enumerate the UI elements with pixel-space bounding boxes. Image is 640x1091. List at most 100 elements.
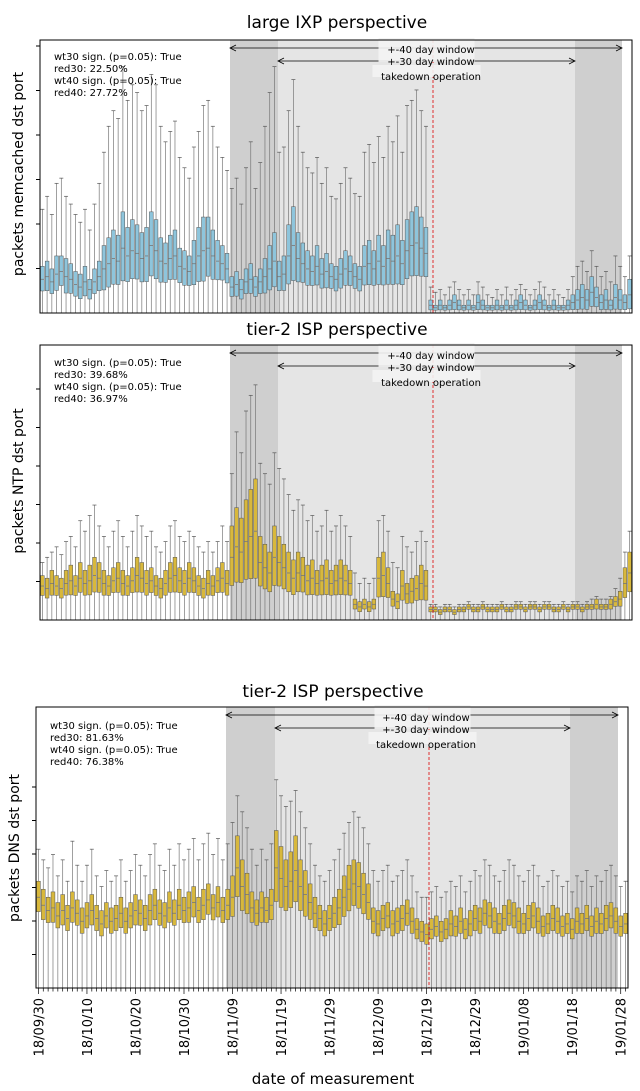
box-series: [36, 779, 628, 988]
box: [97, 260, 102, 291]
box: [92, 268, 97, 294]
box: [36, 880, 41, 912]
box: [434, 915, 439, 937]
box: [152, 888, 158, 920]
box: [149, 567, 154, 593]
box: [584, 904, 589, 931]
box: [310, 559, 315, 595]
box: [409, 577, 414, 604]
window-label-30: +-30 day window: [387, 57, 474, 68]
window-label-bg: [378, 355, 475, 367]
box: [589, 276, 594, 307]
box: [300, 557, 305, 593]
box: [305, 564, 310, 596]
box: [40, 575, 45, 596]
box: [125, 227, 130, 282]
box: [293, 835, 298, 903]
box: [224, 570, 230, 596]
box: [278, 846, 284, 908]
box: [196, 575, 201, 596]
box: [283, 859, 289, 911]
window-label-bg: [378, 343, 475, 355]
stat-line: red40: 76.38%: [50, 757, 124, 768]
window-label-40: +-40 day window: [382, 713, 469, 724]
arrow-head: [568, 362, 576, 370]
box: [603, 289, 609, 310]
box: [224, 253, 230, 284]
box: [574, 907, 580, 934]
box: [84, 902, 90, 929]
box: [240, 859, 245, 911]
box: [68, 263, 73, 294]
box: [94, 904, 99, 931]
box: [531, 902, 536, 929]
box: [262, 258, 268, 294]
box: [291, 206, 296, 281]
box: [381, 551, 386, 597]
box: [73, 271, 78, 297]
plot-frame: [39, 344, 633, 621]
box: [235, 835, 240, 897]
box: [97, 562, 102, 593]
x-tick-label: 19/01/08: [518, 998, 533, 1056]
box: [79, 907, 85, 934]
box: [248, 263, 253, 294]
box: [253, 276, 258, 297]
box: [181, 896, 187, 923]
box: [409, 211, 414, 277]
window-label-30: +-30 day window: [387, 363, 474, 374]
box: [338, 559, 343, 595]
chart-title: large IXP perspective: [247, 13, 427, 33]
box: [230, 875, 235, 917]
box: [575, 289, 580, 310]
box: [234, 271, 239, 297]
box: [419, 216, 424, 277]
box: [134, 557, 140, 593]
box: [78, 562, 83, 593]
stat-line: wt30 sign. (p=0.05): True: [50, 721, 178, 732]
box: [123, 907, 128, 934]
box: [254, 899, 259, 926]
box: [376, 234, 381, 285]
box: [182, 250, 187, 286]
box: [312, 896, 318, 928]
box: [521, 913, 526, 934]
stat-line: red30: 81.63%: [50, 733, 124, 744]
box: [264, 896, 269, 923]
box: [248, 489, 253, 579]
box: [87, 564, 92, 596]
stat-line: wt40 sign. (p=0.05): True: [54, 76, 182, 87]
box: [314, 570, 320, 596]
stat-line: red30: 39.68%: [54, 370, 128, 381]
box: [272, 525, 277, 586]
x-tick-label: 18/11/09: [227, 998, 242, 1056]
box: [258, 268, 263, 294]
box: [343, 250, 348, 286]
box: [516, 907, 522, 934]
box: [332, 896, 337, 928]
takedown-label: takedown operation: [381, 72, 481, 83]
box: [385, 902, 390, 929]
box: [404, 219, 410, 280]
box: [352, 263, 358, 289]
box: [40, 266, 45, 292]
box: [168, 234, 173, 280]
box: [594, 286, 599, 308]
box: [104, 902, 109, 929]
stat-line: wt30 sign. (p=0.05): True: [54, 358, 182, 369]
box: [458, 907, 463, 934]
box: [120, 211, 126, 282]
x-tick-label: 19/01/28: [615, 998, 630, 1056]
window-label-30: +-30 day window: [382, 725, 469, 736]
box: [229, 276, 234, 297]
x-axis-label: date of measurement: [252, 1070, 415, 1088]
arrow-head: [277, 57, 285, 65]
x-tick-label: 18/11/29: [324, 998, 339, 1056]
box: [50, 891, 56, 923]
box: [191, 567, 197, 593]
box: [115, 562, 121, 593]
box: [506, 899, 512, 926]
box: [82, 570, 88, 596]
box: [482, 899, 488, 926]
box: [443, 918, 449, 940]
